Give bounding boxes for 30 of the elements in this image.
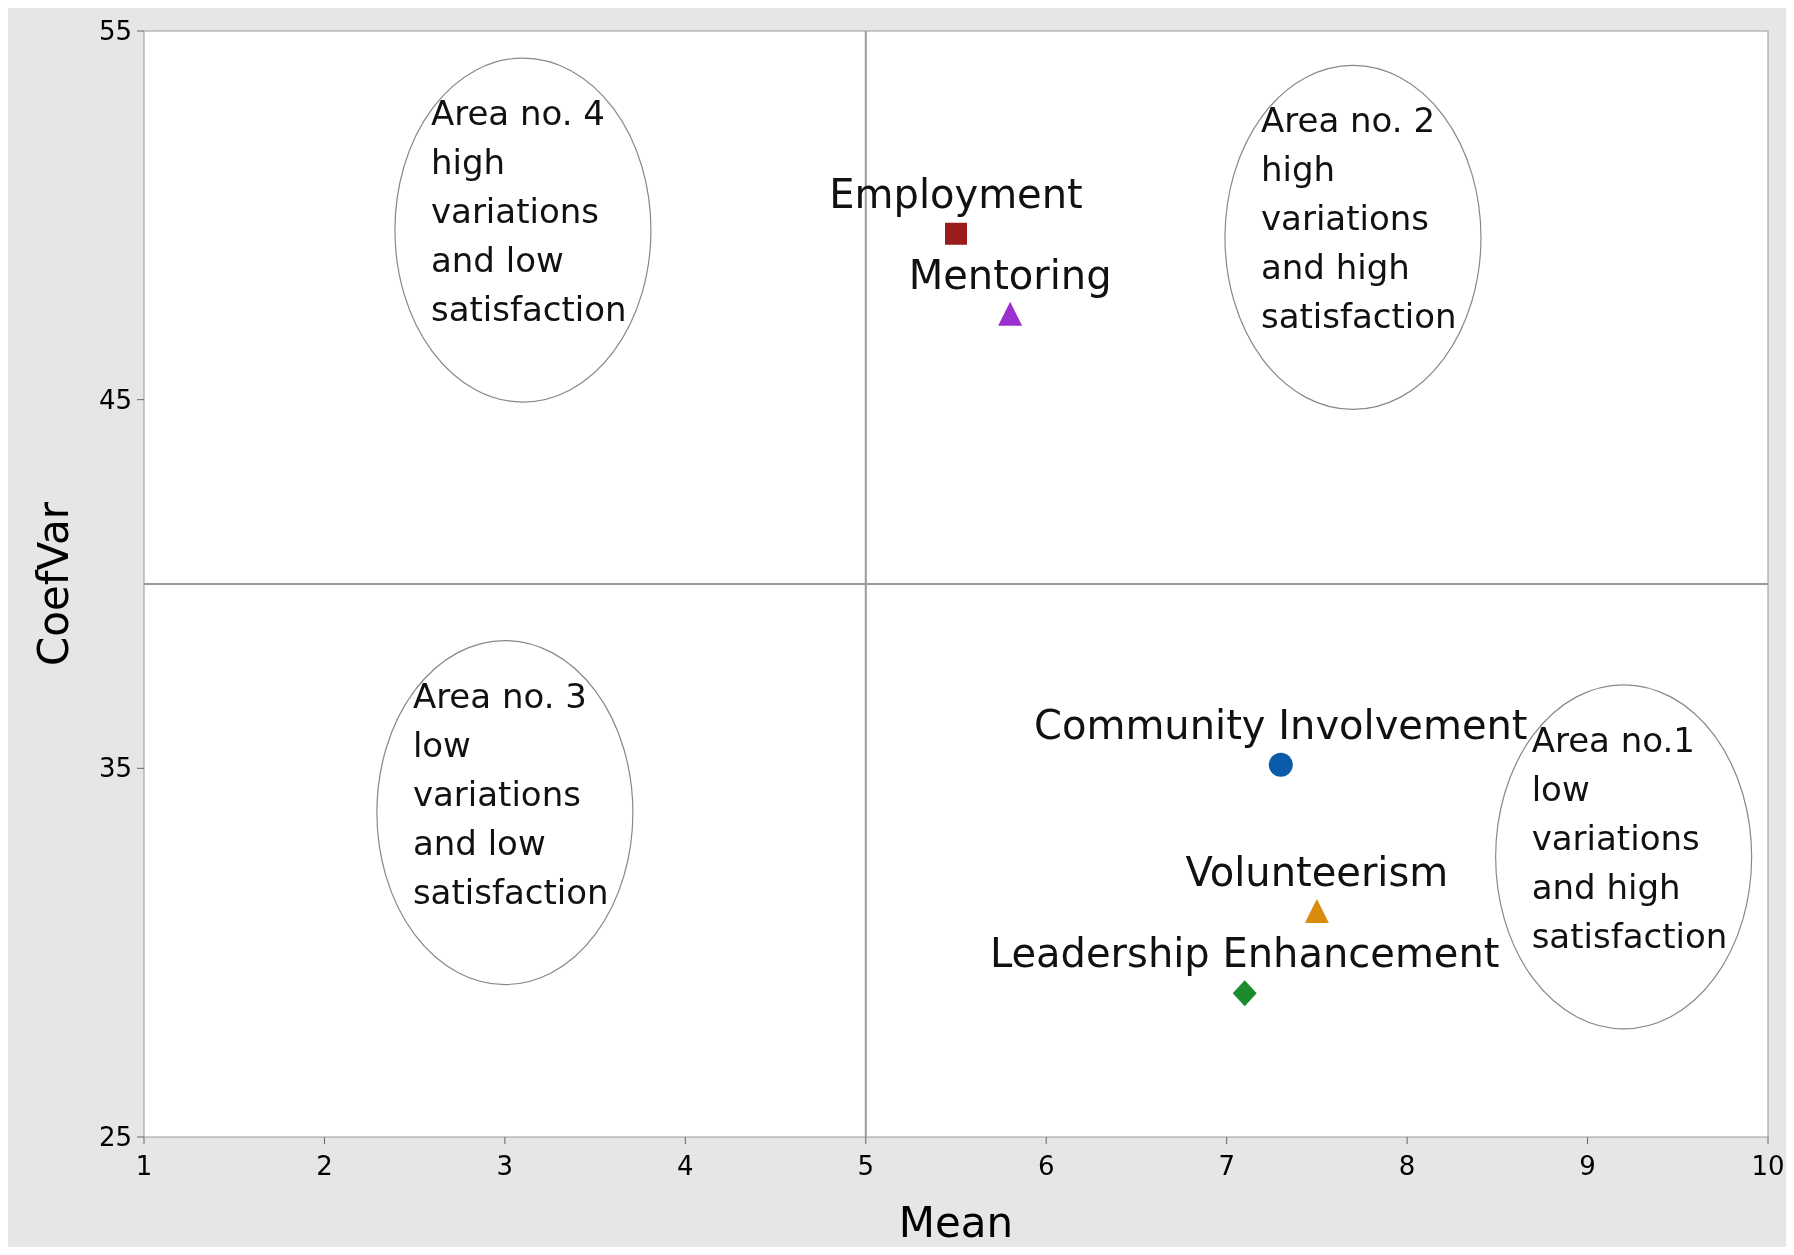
annotation: Area no. 3 low variations and low satisfaction <box>412 675 609 912</box>
annotation: Area no. 4 high variations and low satisfaction <box>430 93 627 330</box>
series-label: Mentoring <box>908 251 1112 298</box>
series-label: Community Involvement <box>1034 701 1528 748</box>
x-tick-label: 2 <box>316 1151 333 1181</box>
x-tick-label: 10 <box>1751 1151 1785 1181</box>
y-tick-label: 25 <box>98 1122 132 1152</box>
annotation: Area no.1 low variations and high satisfaction <box>1531 719 1728 956</box>
series-label: Volunteerism <box>1185 849 1449 896</box>
x-tick-label: 7 <box>1218 1151 1235 1181</box>
x-axis-title: Mean <box>898 1198 1014 1247</box>
x-tick-label: 8 <box>1398 1151 1416 1181</box>
point <box>945 222 967 245</box>
x-tick-label: 4 <box>677 1151 694 1181</box>
y-axis-title: CoefVar <box>29 501 78 667</box>
annotation: Area no. 2 high variations and high satisfaction <box>1260 100 1457 337</box>
y-tick-label: 35 <box>98 753 132 784</box>
series-label: Employment <box>829 170 1083 217</box>
point <box>998 301 1023 326</box>
x-tick-label: 9 <box>1579 1151 1596 1181</box>
point <box>1304 899 1329 924</box>
y-tick-label: 45 <box>98 384 132 415</box>
x-tick-label: 5 <box>857 1151 875 1181</box>
x-tick-label: 3 <box>496 1151 514 1181</box>
point <box>1232 980 1257 1007</box>
x-tick-label: 6 <box>1037 1151 1055 1181</box>
y-tick-label: 55 <box>98 16 132 46</box>
x-tick-label: 1 <box>135 1151 153 1181</box>
point <box>1268 752 1293 777</box>
series-label: Leadership Enhancement <box>989 930 1500 977</box>
